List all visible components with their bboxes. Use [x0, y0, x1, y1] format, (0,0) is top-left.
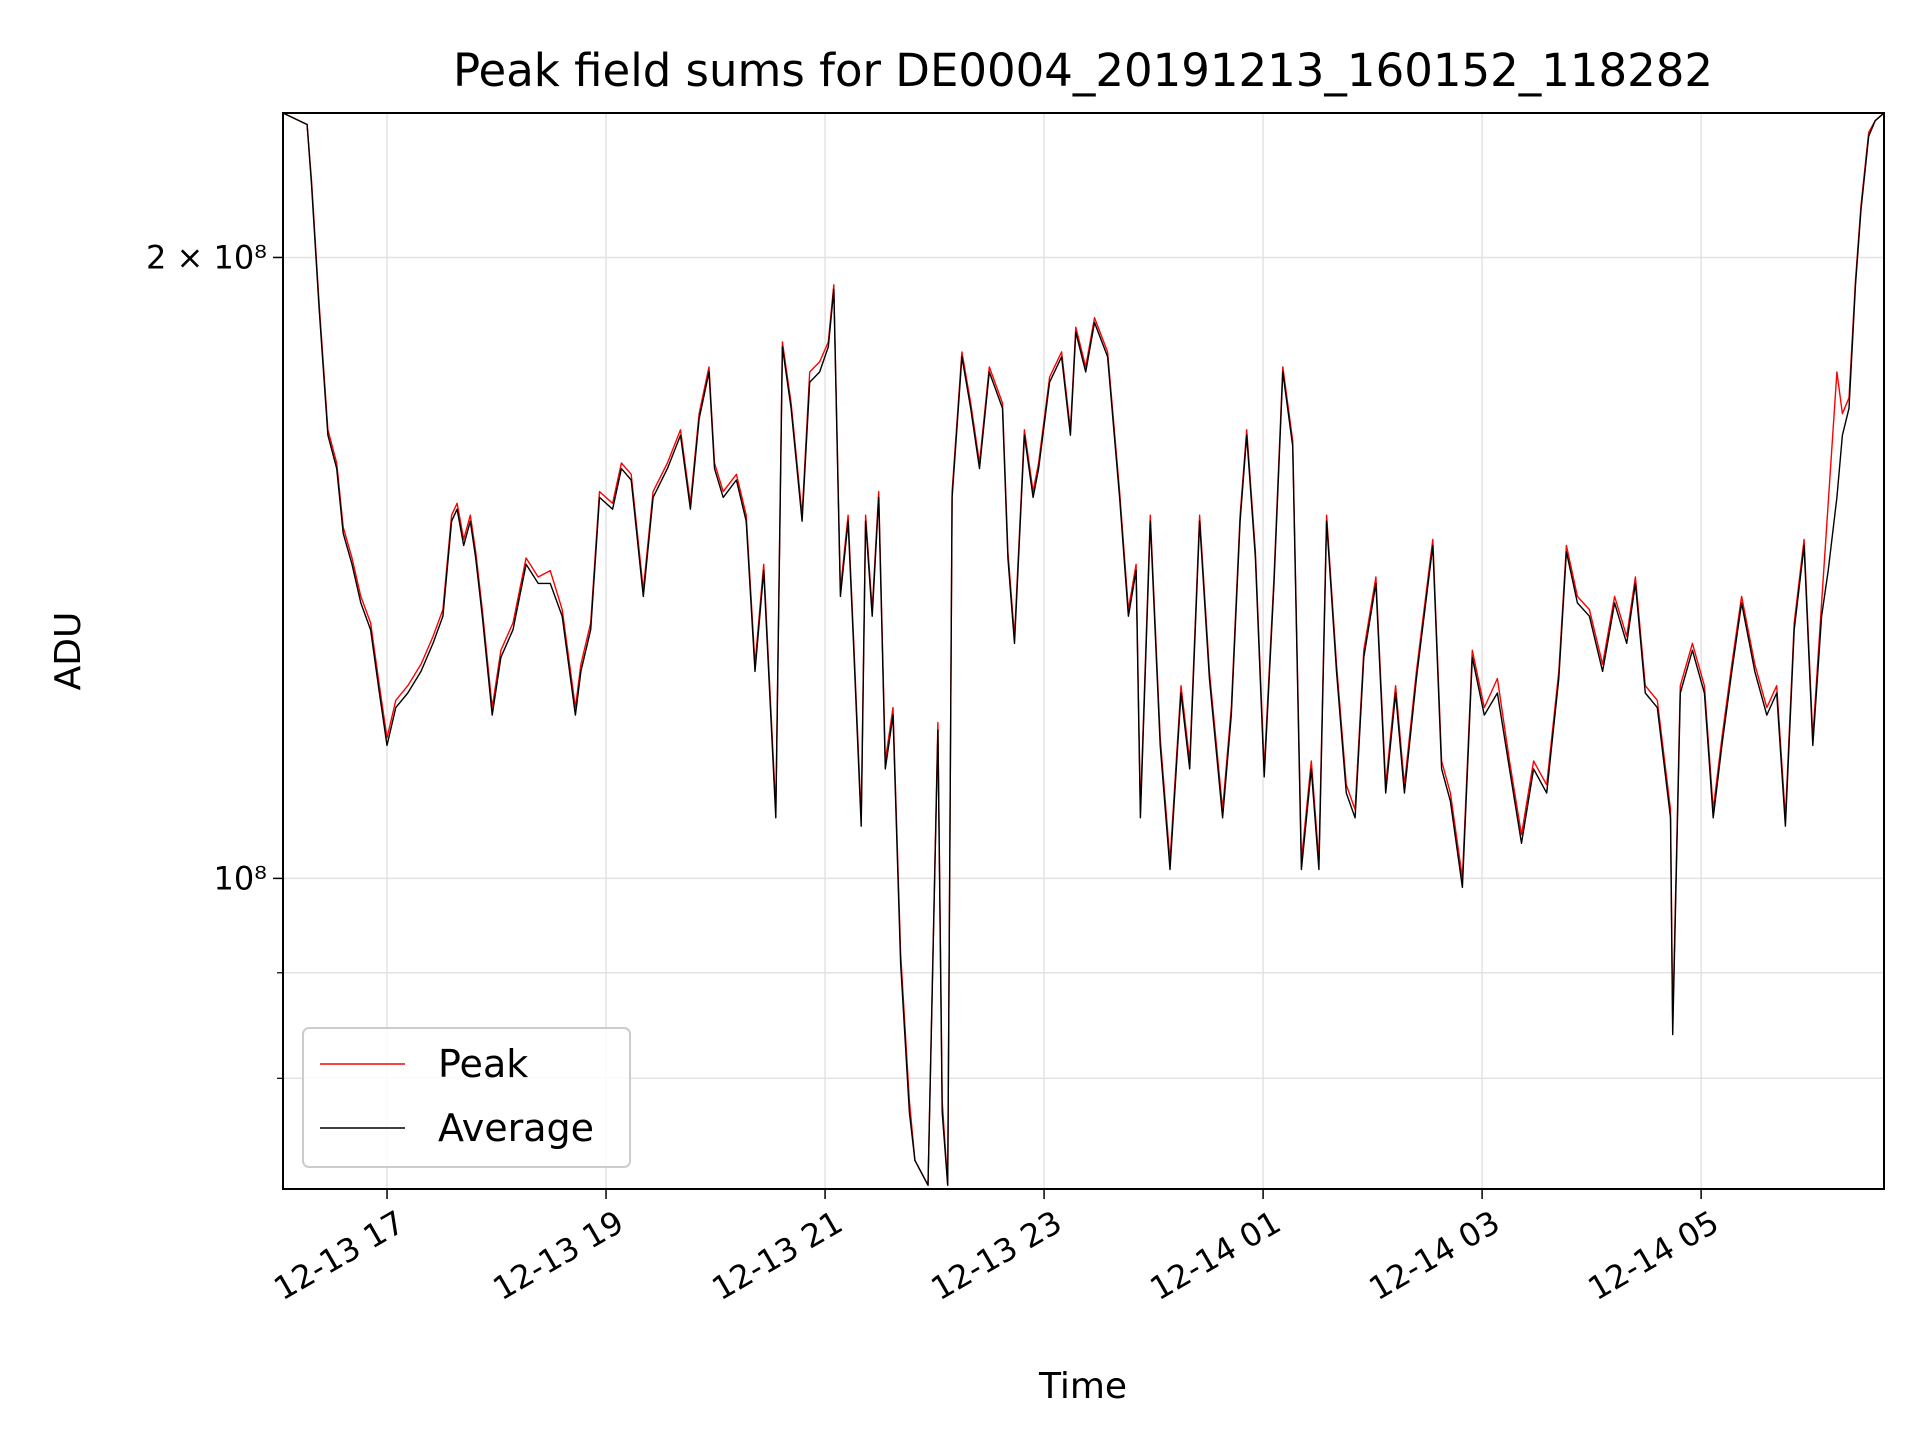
x-tick-label: 12-14 05 [1582, 1203, 1726, 1308]
x-tick-label: 12-14 01 [1143, 1203, 1287, 1308]
chart-title: Peak field sums for DE0004_20191213_1601… [453, 44, 1713, 97]
legend-label-average: Average [438, 1106, 594, 1150]
x-axis: 12-13 17 12-13 19 12-13 21 12-13 23 12-14 01… [267, 1189, 1725, 1308]
y-axis-label: ADU [48, 612, 89, 691]
x-tick-label: 12-13 23 [924, 1203, 1068, 1308]
x-tick-label: 12-13 19 [486, 1203, 630, 1308]
grid [283, 113, 1884, 1189]
series-line-average [282, 112, 1885, 1186]
series-layer [282, 112, 1885, 1186]
plot-frame [282, 112, 1885, 1190]
legend: Peak Average [302, 1027, 631, 1168]
x-tick-label: 12-13 17 [267, 1203, 411, 1308]
y-axis: 10⁸ 2 × 10⁸ [146, 238, 283, 1079]
y-tick-label: 10⁸ [213, 859, 267, 897]
legend-label-peak: Peak [438, 1042, 528, 1086]
legend-box [302, 1027, 631, 1168]
x-tick-label: 12-14 03 [1363, 1203, 1507, 1308]
y-tick-label: 2 × 10⁸ [146, 238, 267, 276]
series-line-peak [282, 112, 1885, 1186]
x-axis-label: Time [1038, 1366, 1127, 1407]
x-tick-label: 12-13 21 [705, 1203, 849, 1308]
